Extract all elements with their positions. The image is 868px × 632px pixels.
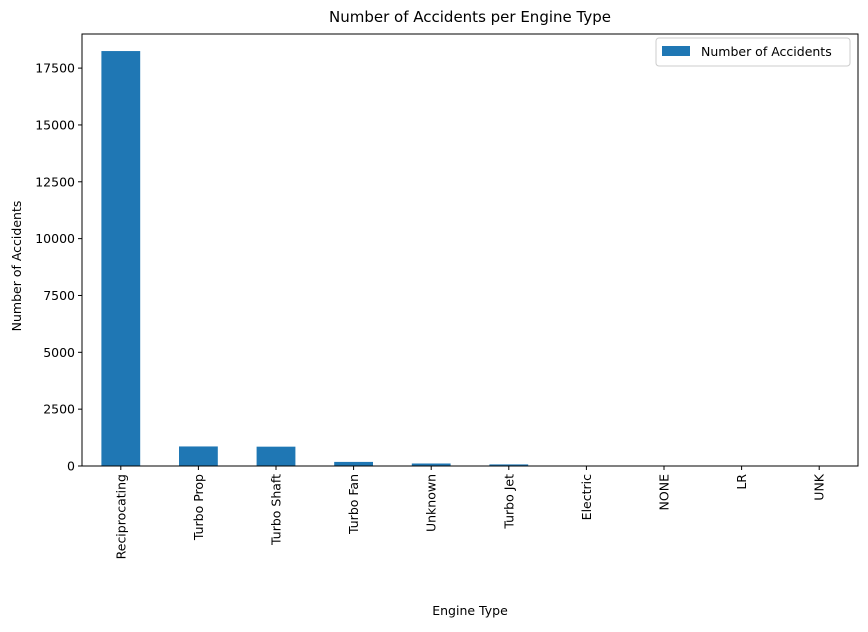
plot-area: 0 2500 5000 7500 10000 12500 15000 17500 Recipro… (35, 34, 858, 559)
x-tick-label: Turbo Jet (501, 474, 516, 530)
bar (257, 447, 296, 466)
legend: Number of Accidents (656, 38, 850, 66)
y-tick-label: 0 (67, 459, 75, 474)
bar (334, 462, 373, 466)
legend-label: Number of Accidents (701, 44, 832, 59)
y-tick-label: 15000 (35, 117, 75, 132)
y-tick-label: 5000 (43, 345, 75, 360)
y-tick-label: 12500 (35, 174, 75, 189)
y-axis-label: Number of Accidents (9, 201, 24, 332)
y-tick-label: 7500 (43, 288, 75, 303)
x-tick-label: Turbo Shaft (269, 474, 284, 546)
x-tick-label: NONE (657, 474, 672, 511)
x-tick-label: Turbo Prop (191, 474, 206, 541)
y-tick-label: 10000 (35, 231, 75, 246)
y-tick-label: 17500 (35, 61, 75, 76)
y-tick-label: 2500 (43, 402, 75, 417)
x-tick-label: LR (734, 474, 749, 490)
x-tick-label: Electric (579, 474, 594, 520)
bar (101, 51, 140, 466)
legend-swatch (662, 46, 690, 56)
plot-frame (82, 34, 858, 466)
x-tick-label: Reciprocating (113, 474, 128, 559)
x-tick-label: Unknown (424, 474, 439, 532)
x-axis-label: Engine Type (432, 603, 508, 618)
bar (179, 446, 218, 466)
x-tick-label: Turbo Fan (346, 474, 361, 535)
x-tick-label: UNK (812, 473, 827, 500)
chart-title: Number of Accidents per Engine Type (329, 8, 611, 26)
